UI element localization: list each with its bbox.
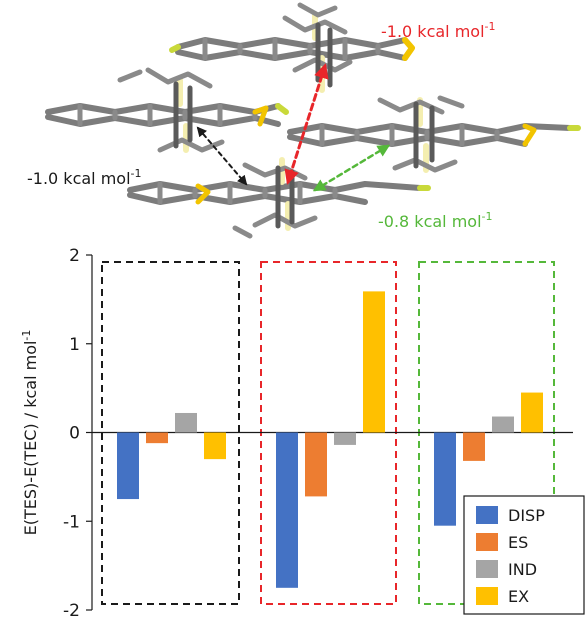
molecule-illustration xyxy=(45,2,581,239)
legend: DISP ES IND EX xyxy=(463,495,585,615)
legend-label: DISP xyxy=(508,506,545,525)
bar-disp xyxy=(117,432,139,500)
y-tick-label: -1 xyxy=(63,512,80,532)
bar-chart: 2 1 0 -1 -2 E(TES)-E(TEC) / kcal mol-1 DISP E… xyxy=(20,246,585,618)
bar-ex xyxy=(363,291,385,433)
y-tick-label: 2 xyxy=(69,246,80,266)
annotation-black: -1.0 kcal mol-1 xyxy=(27,167,142,188)
y-tick-label: 1 xyxy=(69,335,80,355)
molecule-right xyxy=(287,95,581,173)
bar-es xyxy=(463,432,485,461)
annotation-green: -0.8 kcal mol-1 xyxy=(378,210,493,231)
legend-label: EX xyxy=(508,587,529,606)
legend-swatch xyxy=(476,587,498,605)
interaction-arrow-black xyxy=(196,126,248,186)
annotation-red: -1.0 kcal mol-1 xyxy=(381,20,496,41)
bar-ex xyxy=(521,392,543,433)
molecule-top xyxy=(169,2,415,93)
bars xyxy=(117,291,543,588)
legend-swatch xyxy=(476,533,498,551)
interaction-arrow-green xyxy=(312,144,391,192)
y-tick-label: -2 xyxy=(63,601,80,618)
y-axis-label: E(TES)-E(TEC) / kcal mol-1 xyxy=(20,330,40,536)
bar-ind xyxy=(175,412,197,433)
legend-swatch xyxy=(476,506,498,524)
y-tick-label: 0 xyxy=(69,424,80,444)
legend-swatch xyxy=(476,560,498,578)
bar-ex xyxy=(204,432,226,460)
legend-label: IND xyxy=(508,560,537,579)
bar-es xyxy=(305,432,327,497)
bar-ind xyxy=(492,416,514,433)
y-ticks: 2 1 0 -1 -2 xyxy=(63,246,92,618)
interaction-arrow-red xyxy=(284,63,329,185)
bar-disp xyxy=(434,432,456,526)
bar-ind xyxy=(334,432,356,445)
bar-es xyxy=(146,432,168,444)
bar-disp xyxy=(276,432,298,588)
molecule-left xyxy=(45,67,289,153)
legend-label: ES xyxy=(508,533,528,552)
